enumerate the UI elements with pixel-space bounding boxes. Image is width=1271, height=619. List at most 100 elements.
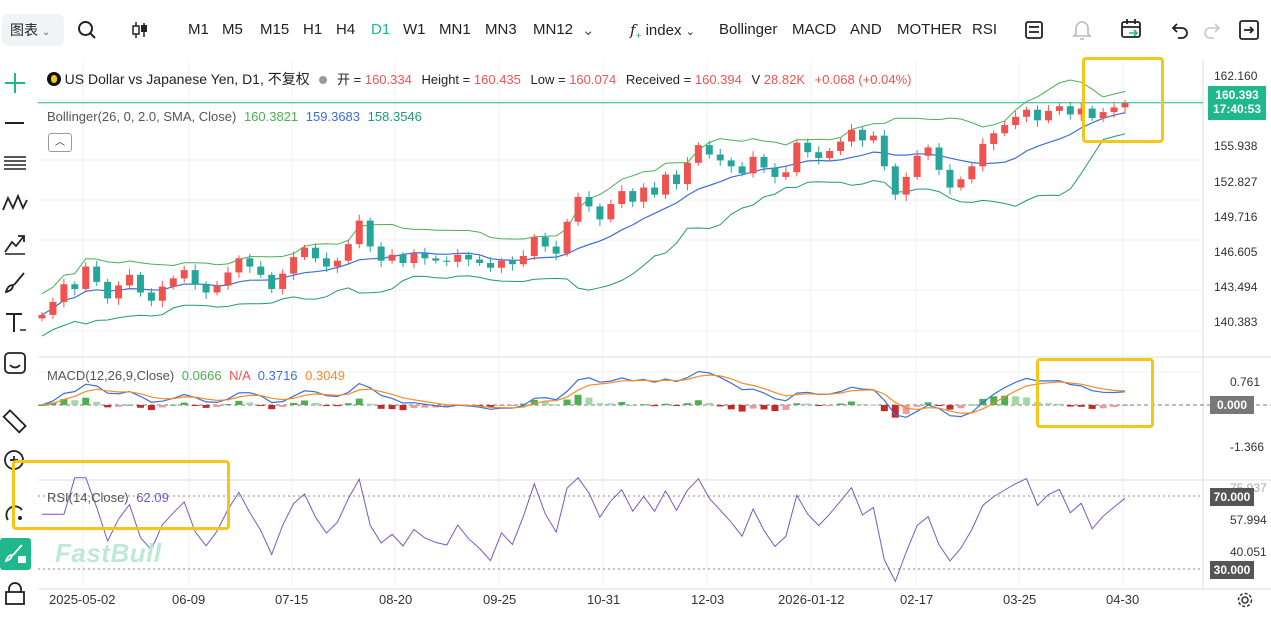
change-value: +0.068 (+0.04%) [814,72,912,87]
macd-histogram-bar [563,399,571,405]
candle-body [782,172,790,177]
language-selector[interactable]: 图表 ⌄ [2,14,64,46]
candle-body [136,274,144,293]
candle-body [771,167,779,177]
candle-body [1023,109,1031,117]
macd-histogram-bar [508,405,516,406]
price-tick: 155.938 [1214,139,1258,153]
candle-body [93,266,101,282]
fib-lines-icon[interactable] [2,150,28,176]
macd-histogram-bar [126,404,134,406]
candle-body [268,274,276,289]
alert-bell-icon[interactable] [1072,19,1092,41]
settings-gear-icon[interactable] [1236,591,1254,609]
timeframe-h1[interactable]: H1 [303,21,323,38]
indicator-and[interactable]: AND [850,21,882,38]
indicator-menu[interactable]: f+ index ⌄ [630,21,695,42]
bollinger-label: Bollinger(26, 0, 2.0, SMA, Close) [47,109,237,124]
timeframe-m1[interactable]: M1 [188,21,209,38]
rsi-upper-value: 70.000 [1213,490,1251,504]
macd-histogram-bar [530,399,538,405]
macd-histogram-bar [596,403,604,405]
open-value: 160.334 [364,72,412,87]
macd-histogram-bar [804,403,812,405]
template-icon[interactable] [1024,20,1044,40]
search-icon[interactable] [77,20,97,40]
magnet-icon[interactable] [2,500,28,526]
macd-histogram-bar [771,405,779,412]
bollinger-middle-line [41,112,1126,316]
bollinger-upper-line [41,79,1126,295]
macd-histogram-bar [202,405,210,408]
calendar-icon[interactable] [1120,18,1142,40]
emoji-icon[interactable] [2,350,28,376]
candle-body [760,156,768,168]
rsi-line [42,477,1126,583]
timeframe-mn3[interactable]: MN3 [485,21,517,38]
indicator-rsi[interactable]: RSI [972,21,998,38]
candle-body [607,204,615,220]
candle-body [1012,116,1020,126]
macd-histogram-bar [738,405,746,412]
candle-body [793,142,801,173]
candle-body [869,135,877,141]
brush-icon[interactable] [2,270,28,296]
text-tool-icon[interactable] [2,310,28,336]
candle-body [1066,106,1074,115]
indicator-bollinger[interactable]: Bollinger [719,21,778,38]
macd-histogram-bar [519,403,527,405]
date-tick: 08-20 [379,592,413,607]
ruler-icon[interactable] [2,408,28,434]
macd-histogram-bar [585,397,593,405]
macd-histogram-bar [749,405,757,409]
macd-histogram-bar [71,400,79,405]
collapse-legend-button[interactable]: ︿ [48,133,72,152]
macd-histogram-bar [311,402,319,405]
candle-body [541,237,549,247]
macd-histogram-bar [169,404,177,406]
price-tick: 149.716 [1214,210,1258,224]
macd-histogram-bar [640,404,648,406]
date-tick: 06-09 [172,592,206,607]
timeframe-m15[interactable]: M15 [260,21,290,38]
indicator-mother[interactable]: MOTHER [897,21,962,38]
timeframe-d1[interactable]: D1 [371,21,391,38]
macd-histogram-bar [104,405,112,408]
candle-body [476,259,484,264]
macd-histogram-bar [913,405,921,407]
timeframe-mn12[interactable]: MN12 [533,21,574,38]
pattern-wave-icon[interactable] [2,190,28,216]
timeframe-h4[interactable]: H4 [336,21,356,38]
price-tick: 162.160 [1214,69,1258,83]
undo-icon[interactable] [1170,20,1190,40]
indicator-macd[interactable]: MACD [792,21,837,38]
price-axis[interactable]: 162.160 155.938 152.827 149.716 146.605 … [1203,60,1271,590]
trend-arrow-icon[interactable] [2,230,28,256]
macd-histogram-bar [1023,397,1031,405]
candle-body [487,263,495,268]
macd-histogram-bar [946,405,954,410]
crosshair-icon[interactable] [2,70,28,96]
horizontal-line-icon[interactable] [2,110,28,136]
timeframe-m5[interactable]: M5 [222,21,243,38]
candle-body [115,285,123,299]
bollinger-upper: 160.3821 [243,109,299,124]
candle-body [574,196,582,222]
watermark-logo: FastBull [55,538,162,568]
exit-fullscreen-icon[interactable] [1238,19,1260,41]
candle-body [738,166,746,174]
timeframe-w1[interactable]: W1 [403,21,426,38]
redo-icon[interactable] [1202,20,1222,40]
timeframe-mn1[interactable]: MN1 [439,21,471,38]
macd-histogram-bar [990,396,998,405]
macd-histogram-bar [607,403,615,405]
candlestick-type-icon[interactable] [130,20,150,40]
macd-histogram-bar [443,405,451,408]
timeframe-more-chevron-icon[interactable]: ⌄ [582,22,595,39]
lock-drawing-button[interactable] [0,538,31,570]
visibility-lock-icon[interactable] [2,580,28,606]
macd-histogram-bar [147,405,155,411]
macd-histogram-bar [541,401,549,405]
macd-histogram-bar [858,404,866,406]
